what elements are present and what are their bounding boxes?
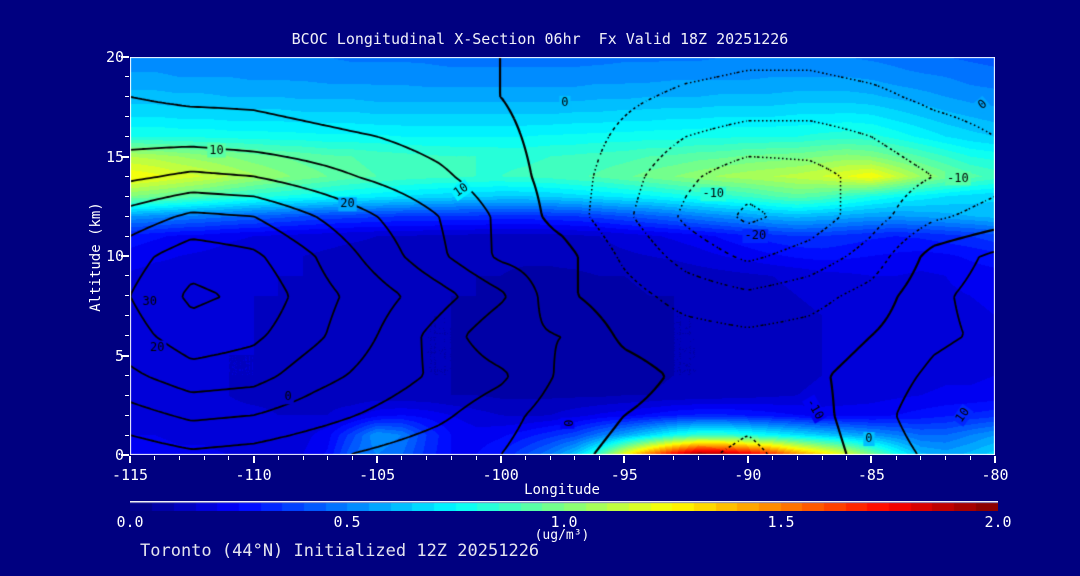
y-tick	[121, 56, 129, 58]
y-tick-label: 10	[105, 247, 124, 265]
x-tick	[351, 456, 353, 460]
x-tick	[920, 456, 922, 460]
x-tick	[846, 456, 848, 460]
y-tick	[125, 116, 129, 118]
x-tick	[228, 456, 230, 460]
y-tick	[125, 295, 129, 297]
y-tick	[125, 215, 129, 217]
y-tick	[125, 434, 129, 436]
x-tick	[302, 456, 304, 460]
x-tick-label: -80	[981, 466, 1009, 484]
x-tick	[426, 456, 428, 460]
x-tick	[574, 456, 576, 460]
y-tick	[125, 175, 129, 177]
y-tick	[125, 235, 129, 237]
x-tick	[796, 456, 798, 460]
x-tick	[722, 456, 724, 460]
y-tick-label: 15	[105, 147, 124, 166]
x-tick	[475, 456, 477, 460]
x-tick	[129, 456, 131, 463]
chart-title: BCOC Longitudinal X-Section 06hr Fx Vali…	[291, 30, 789, 48]
y-tick-label: 5	[114, 346, 124, 365]
colorbar-tick-label: 1.0	[550, 513, 578, 531]
y-tick	[125, 414, 129, 416]
x-tick-label: -100	[482, 466, 519, 484]
x-tick	[746, 456, 749, 463]
x-tick-label: -95	[610, 466, 638, 484]
colorbar-canvas	[130, 501, 998, 511]
y-tick	[125, 195, 129, 197]
y-tick	[125, 374, 129, 376]
x-tick	[599, 456, 601, 460]
y-tick	[125, 136, 129, 138]
x-tick	[524, 456, 526, 460]
x-tick-label: -115	[111, 466, 149, 484]
y-tick	[125, 315, 129, 317]
x-tick	[327, 456, 329, 460]
x-tick	[697, 456, 699, 460]
colorbar-tick-label: 0.5	[333, 513, 361, 531]
x-tick	[376, 456, 379, 463]
colorbar-tick-label: 2.0	[984, 513, 1012, 531]
x-tick	[821, 456, 823, 460]
x-tick	[450, 456, 452, 460]
x-tick-label: -85	[857, 466, 885, 484]
y-tick-label: 0	[114, 446, 124, 464]
x-tick	[499, 456, 502, 463]
x-tick	[994, 456, 996, 463]
x-tick-label: -110	[235, 466, 272, 484]
colorbar-tick-label: 1.5	[767, 513, 795, 531]
y-tick	[125, 76, 129, 78]
x-tick	[277, 456, 279, 460]
x-tick	[178, 456, 180, 460]
x-tick	[203, 456, 205, 460]
colorbar-units: (ug/m³)	[534, 528, 590, 543]
x-tick	[549, 456, 551, 460]
x-tick	[154, 456, 156, 460]
y-tick-label: 20	[105, 48, 124, 66]
y-tick	[125, 394, 129, 396]
x-tick-label: -90	[734, 466, 762, 484]
y-tick	[121, 454, 129, 456]
xsection-plot-canvas	[130, 57, 995, 455]
x-tick	[673, 456, 675, 460]
x-tick	[401, 456, 403, 460]
colorbar-tick-label: 0.0	[116, 513, 144, 531]
y-tick	[121, 354, 129, 357]
y-tick	[121, 255, 129, 257]
footer-caption: Toronto (44°N) Initialized 12Z 20251226	[140, 541, 540, 561]
x-tick	[870, 456, 873, 463]
x-tick	[969, 456, 971, 460]
x-tick	[623, 456, 626, 463]
y-tick	[125, 275, 129, 277]
x-tick-label: -105	[359, 466, 396, 484]
x-tick	[648, 456, 650, 460]
x-tick	[945, 456, 947, 460]
x-tick	[252, 456, 255, 463]
x-axis-title: Longitude	[524, 482, 600, 498]
y-tick	[125, 335, 129, 337]
y-tick	[121, 155, 129, 158]
x-tick	[895, 456, 897, 460]
y-tick	[125, 96, 129, 98]
x-tick	[772, 456, 774, 460]
